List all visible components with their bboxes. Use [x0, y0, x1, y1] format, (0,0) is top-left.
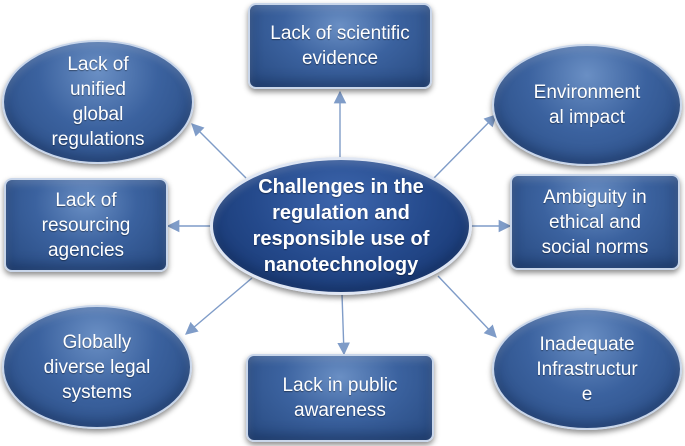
node-label: Lack of unified global regulations [51, 54, 145, 150]
center-node: Challenges in the regulation and respons… [210, 157, 472, 295]
node-environmental-impact: Environment al impact [492, 44, 682, 166]
node-label: Lack in public awareness [282, 375, 398, 421]
arrow-to-unified-regulations [191, 123, 247, 179]
center-node-label: Challenges in the regulation and respons… [252, 176, 430, 276]
node-scientific-evidence: Lack of scientific evidence [248, 3, 432, 89]
node-label: Lack of resourcing agencies [41, 189, 131, 261]
node-label: Environment al impact [533, 82, 641, 128]
node-public-awareness: Lack in public awareness [246, 354, 434, 442]
node-infrastructure: Inadequate Infrastructur e [492, 308, 682, 430]
arrow-to-environmental-impact [433, 114, 497, 179]
node-label: Globally diverse legal systems [43, 331, 151, 403]
node-legal-systems: Globally diverse legal systems [2, 305, 192, 429]
node-label: Ambiguity in ethical and social norms [541, 186, 649, 258]
arrow-to-public-awareness [337, 293, 350, 356]
arrow-to-legal-systems [185, 277, 253, 335]
node-label: Lack of scientific evidence [270, 23, 410, 69]
node-label: Inadequate Infrastructur e [536, 333, 638, 405]
node-unified-regulations: Lack of unified global regulations [2, 40, 194, 164]
arrow-to-infrastructure [437, 275, 497, 338]
node-resourcing-agencies: Lack of resourcing agencies [4, 178, 168, 272]
node-ethical-social-norms: Ambiguity in ethical and social norms [510, 174, 680, 270]
